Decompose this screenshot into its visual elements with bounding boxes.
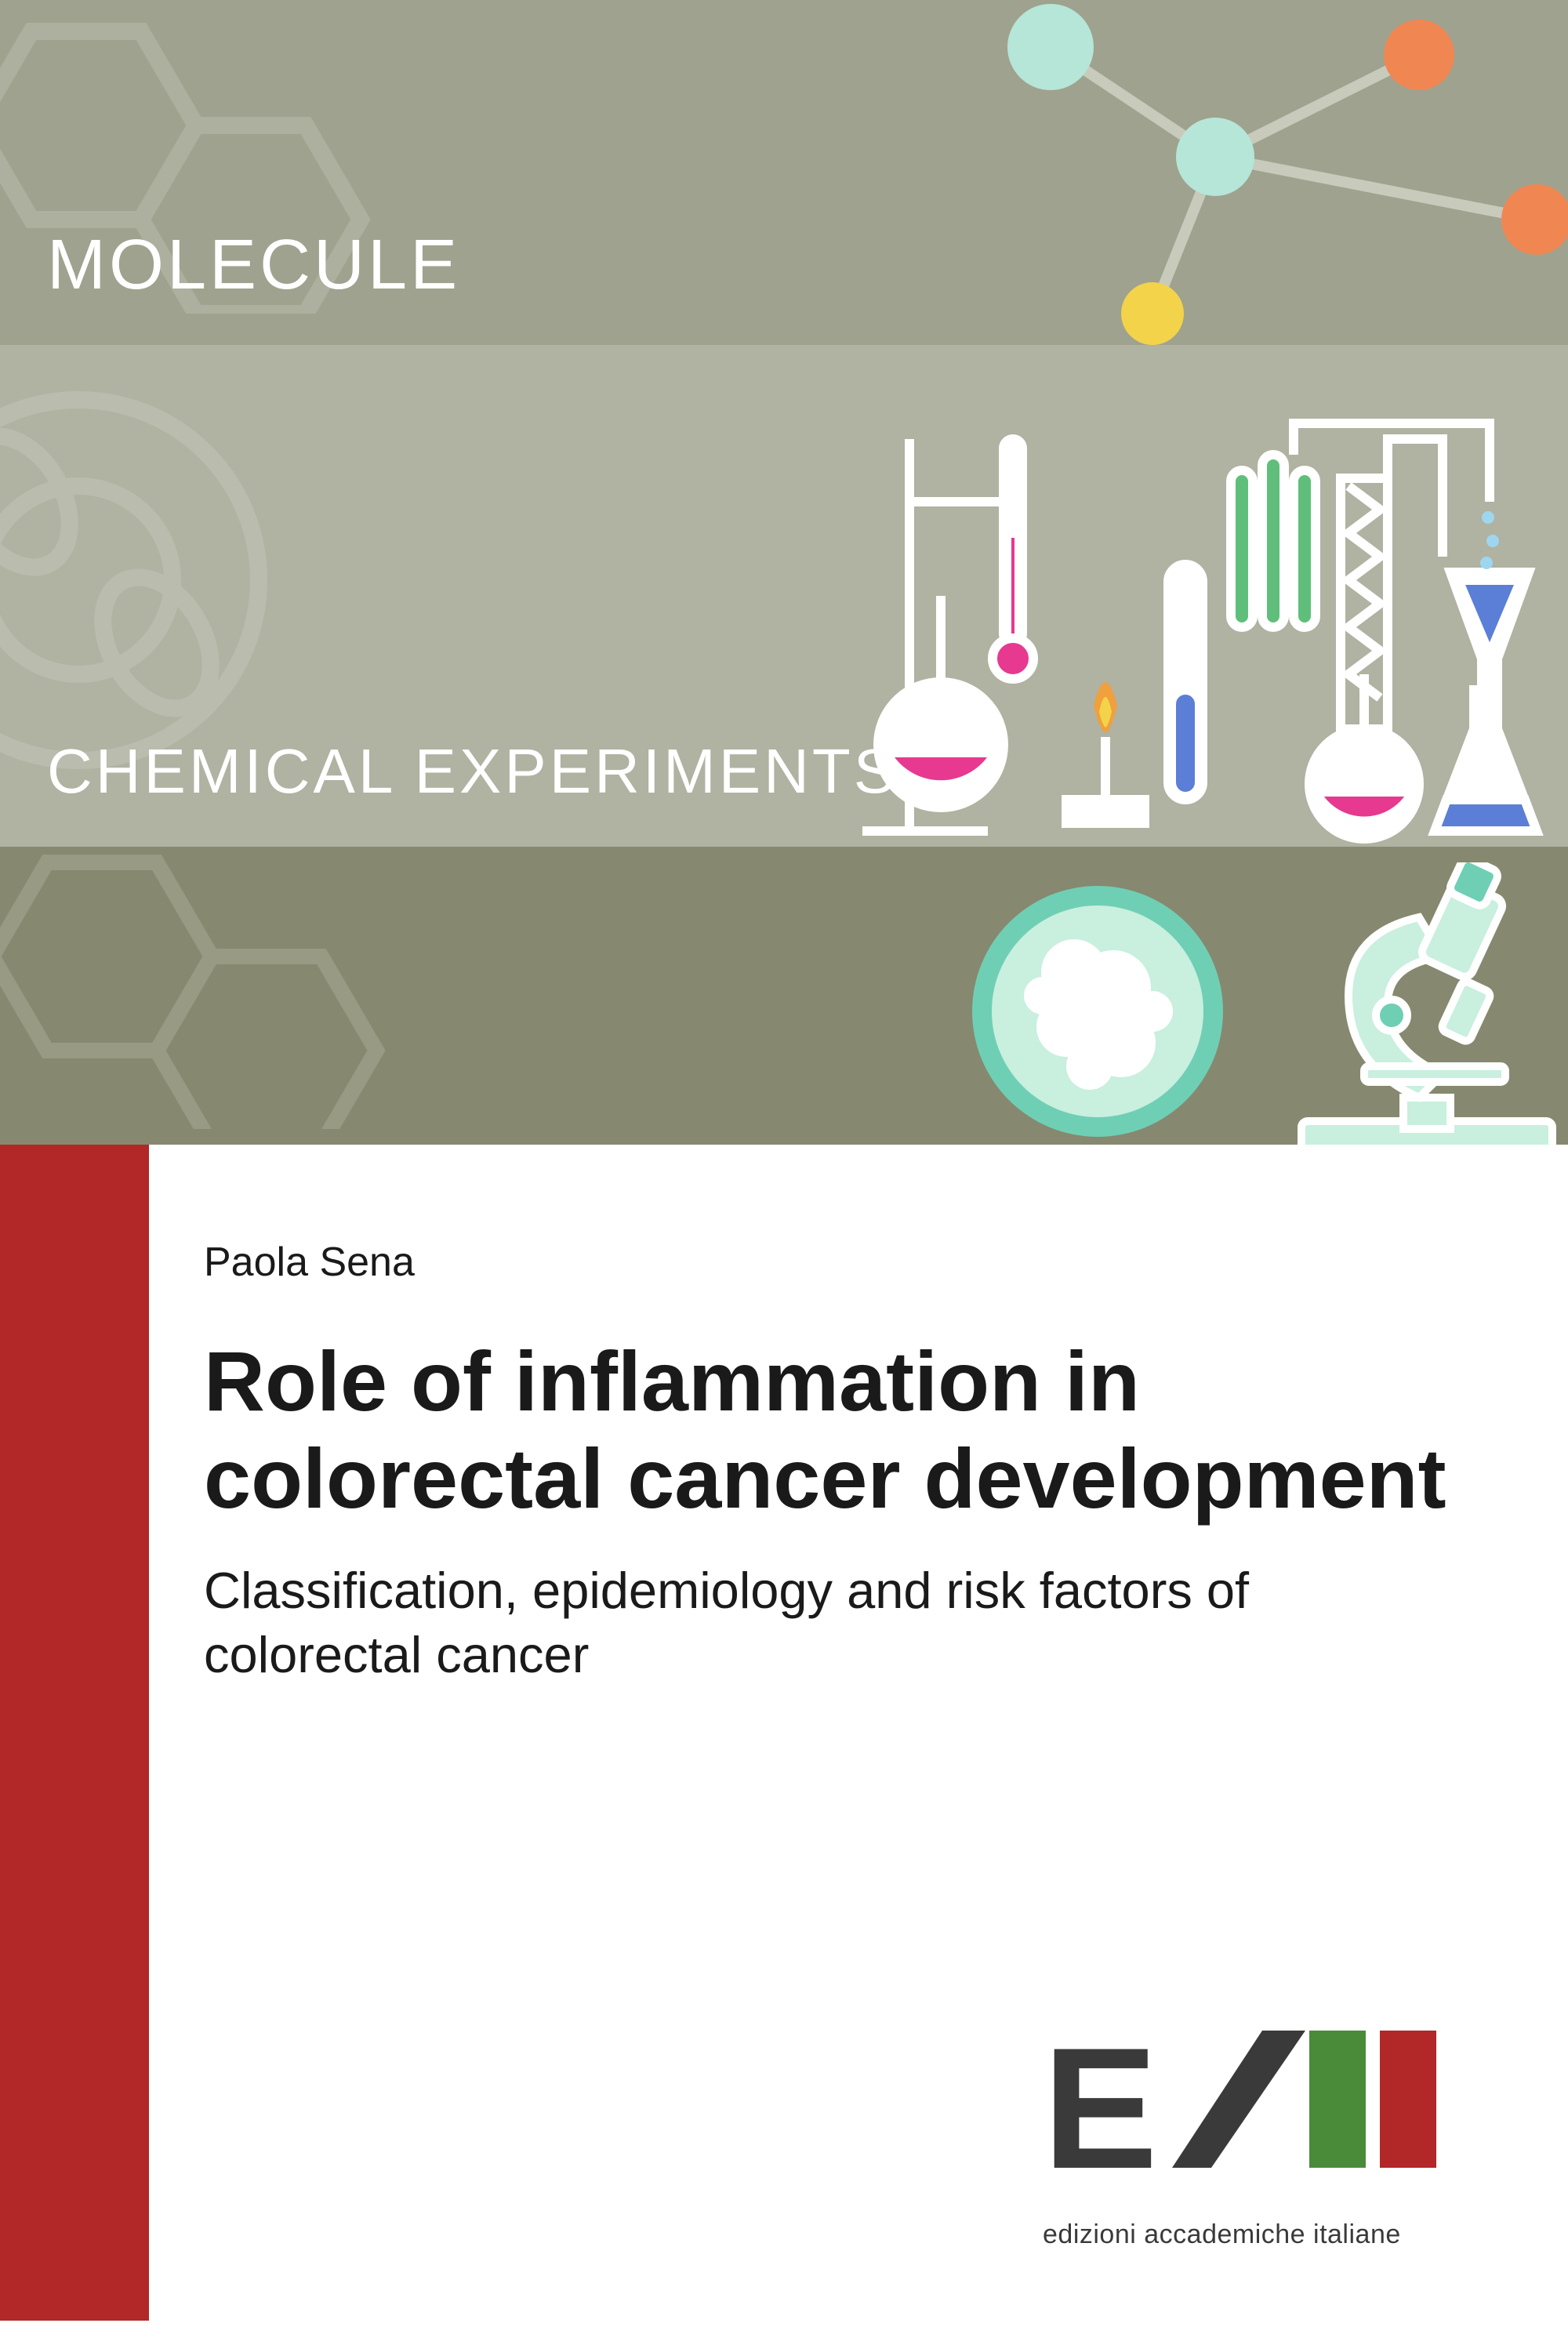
petri-dish-icon [956, 870, 1239, 1145]
cover-lower-panel: Paola Sena Role of inflammation in color… [0, 1145, 1568, 2352]
hex-bg-3 [0, 847, 502, 1129]
band-label-molecule: MOLECULE [47, 225, 460, 306]
author-name: Paola Sena [204, 1239, 1474, 1286]
labware-icon [847, 361, 1552, 847]
red-accent-strip [0, 1145, 149, 2321]
header-band-three [0, 847, 1568, 1145]
band-label-experiments: CHEMICAL EXPERIMENTS [47, 735, 898, 808]
book-title: Role of inflammation in colorectal cance… [204, 1333, 1474, 1527]
header-band-experiments: CHEMICAL EXPERIMENTS [0, 345, 1568, 847]
microscope-icon [1254, 862, 1568, 1145]
svg-text:E: E [1043, 2031, 1158, 2203]
eai-logo-icon: E [1043, 2031, 1450, 2203]
cover-text-block: Paola Sena Role of inflammation in color… [204, 1239, 1474, 1686]
header-band-molecule: MOLECULE [0, 0, 1568, 345]
molecule-icon [862, 0, 1568, 345]
publisher-logo: E edizioni accademiche italiane [1043, 2031, 1450, 2250]
publisher-tagline: edizioni accademiche italiane [1043, 2220, 1450, 2250]
book-subtitle: Classification, epidemiology and risk fa… [204, 1559, 1474, 1686]
